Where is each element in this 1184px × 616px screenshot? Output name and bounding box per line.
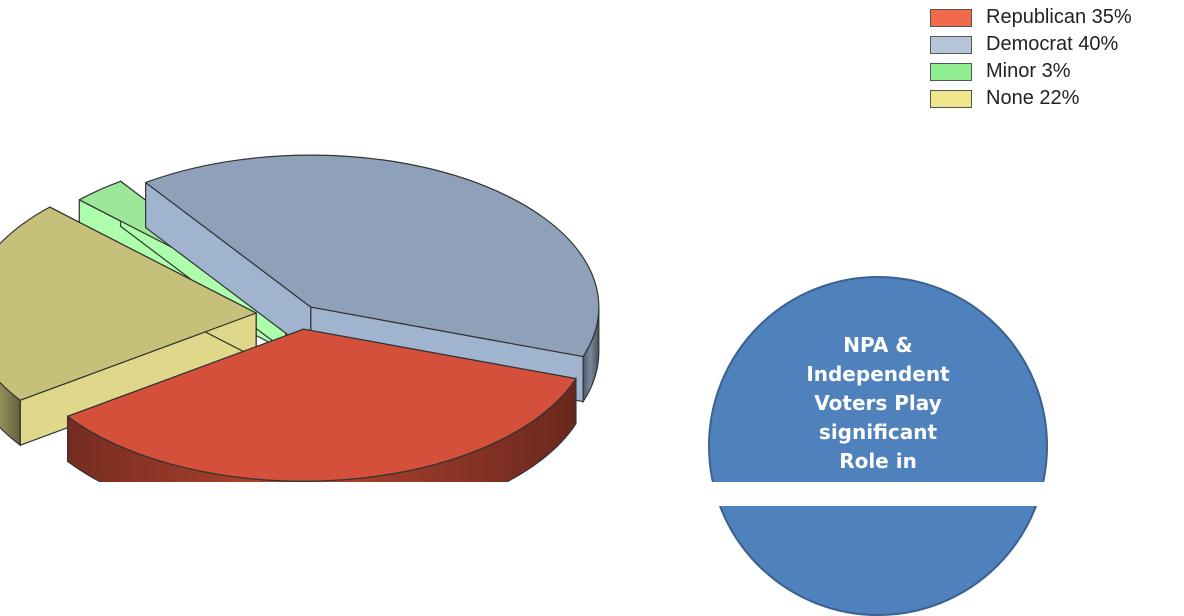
callout-line: Role in bbox=[839, 449, 917, 473]
callout-line: Independent bbox=[806, 362, 950, 386]
legend-swatch-minor bbox=[930, 62, 972, 81]
legend-label-minor: Minor 3% bbox=[986, 60, 1071, 82]
pie-chart bbox=[0, 154, 600, 506]
legend-swatch-republican bbox=[930, 8, 972, 27]
pie-slice-democrat bbox=[145, 154, 600, 404]
legend-item-republican: Republican 35% bbox=[930, 4, 1132, 31]
pie-top-democrat bbox=[145, 154, 600, 358]
callout-text: NPA & Independent Voters Play significan… bbox=[793, 331, 963, 614]
legend-item-minor: Minor 3% bbox=[930, 58, 1132, 85]
chart-legend: Republican 35% Democrat 40% Minor 3% Non… bbox=[930, 4, 1132, 112]
legend-swatch-democrat bbox=[930, 35, 972, 54]
callout-line: significant bbox=[818, 420, 938, 444]
legend-item-none: None 22% bbox=[930, 85, 1132, 112]
callout-line: Voters Play bbox=[814, 391, 942, 415]
legend-label-republican: Republican 35% bbox=[986, 6, 1132, 28]
legend-label-democrat: Democrat 40% bbox=[986, 33, 1119, 55]
legend-item-democrat: Democrat 40% bbox=[930, 31, 1132, 58]
pie-slice-republican bbox=[67, 328, 577, 506]
callout-circle: NPA & Independent Voters Play significan… bbox=[708, 276, 1048, 616]
pie-top-none bbox=[0, 206, 257, 401]
legend-label-none: None 22% bbox=[986, 87, 1080, 109]
callout-line: NPA & bbox=[843, 333, 913, 357]
legend-swatch-none bbox=[930, 89, 972, 108]
pie-side-none bbox=[0, 381, 21, 447]
bottom-crop-band bbox=[0, 482, 1184, 506]
pie-top-republican bbox=[67, 328, 577, 482]
